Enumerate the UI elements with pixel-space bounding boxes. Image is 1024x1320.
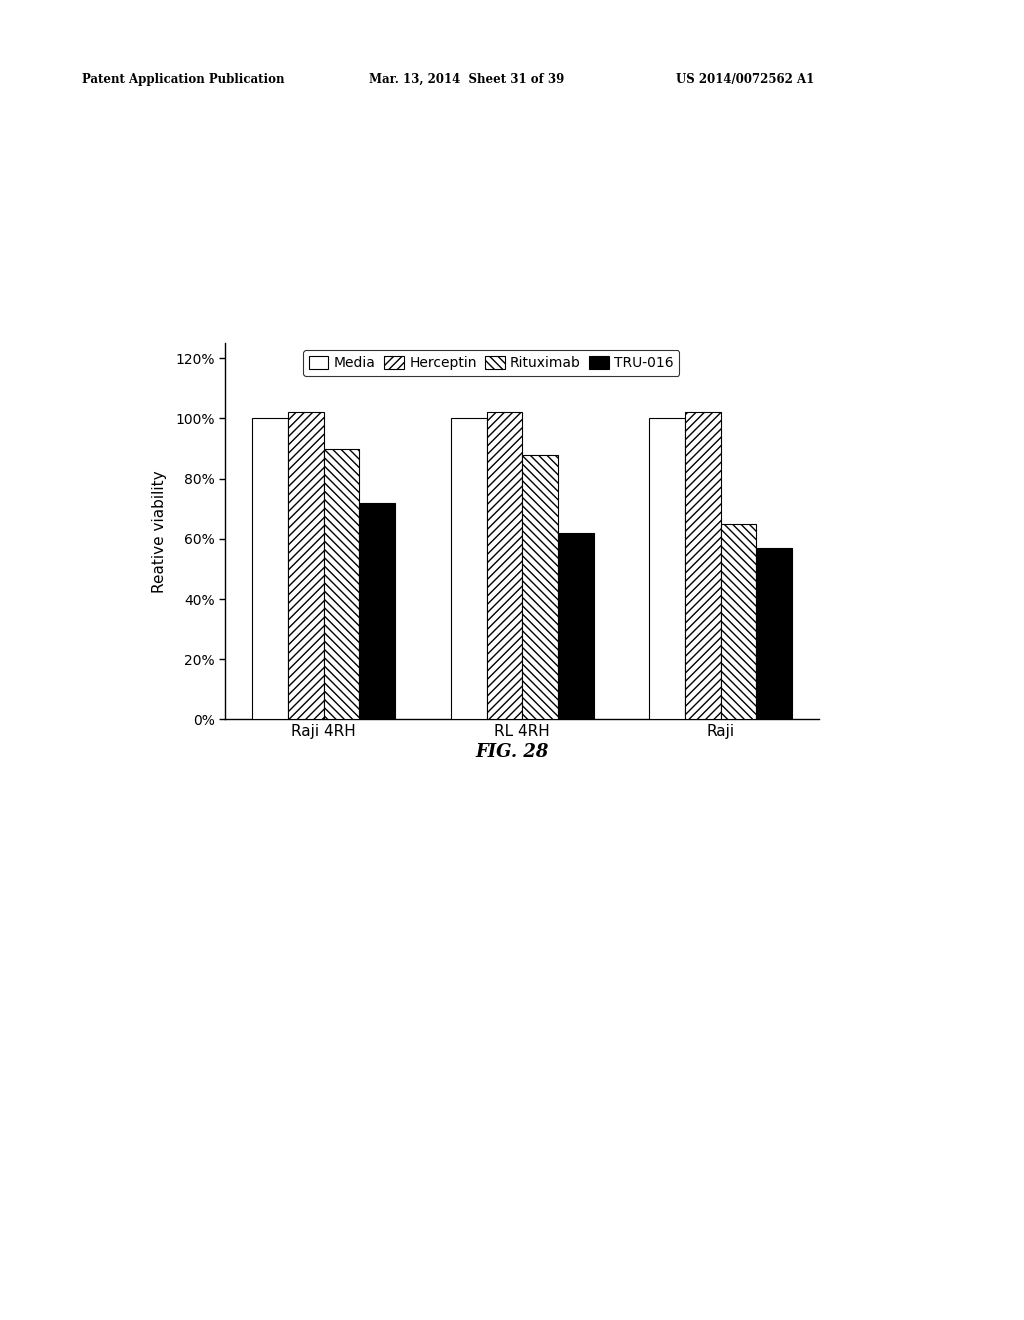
Text: US 2014/0072562 A1: US 2014/0072562 A1: [676, 73, 814, 86]
Bar: [558, 533, 594, 719]
Bar: [685, 412, 721, 719]
Text: Patent Application Publication: Patent Application Publication: [82, 73, 285, 86]
Bar: [522, 454, 558, 719]
Bar: [359, 503, 395, 719]
Text: Mar. 13, 2014  Sheet 31 of 39: Mar. 13, 2014 Sheet 31 of 39: [369, 73, 564, 86]
Bar: [252, 418, 288, 719]
Bar: [721, 524, 757, 719]
Bar: [324, 449, 359, 719]
Bar: [486, 412, 522, 719]
Bar: [451, 418, 486, 719]
Y-axis label: Reative viability: Reative viability: [152, 470, 167, 593]
Bar: [649, 418, 685, 719]
Bar: [757, 548, 793, 719]
Text: FIG. 28: FIG. 28: [475, 743, 549, 762]
Bar: [288, 412, 324, 719]
Legend: Media, Herceptin, Rituximab, TRU-016: Media, Herceptin, Rituximab, TRU-016: [303, 350, 680, 376]
